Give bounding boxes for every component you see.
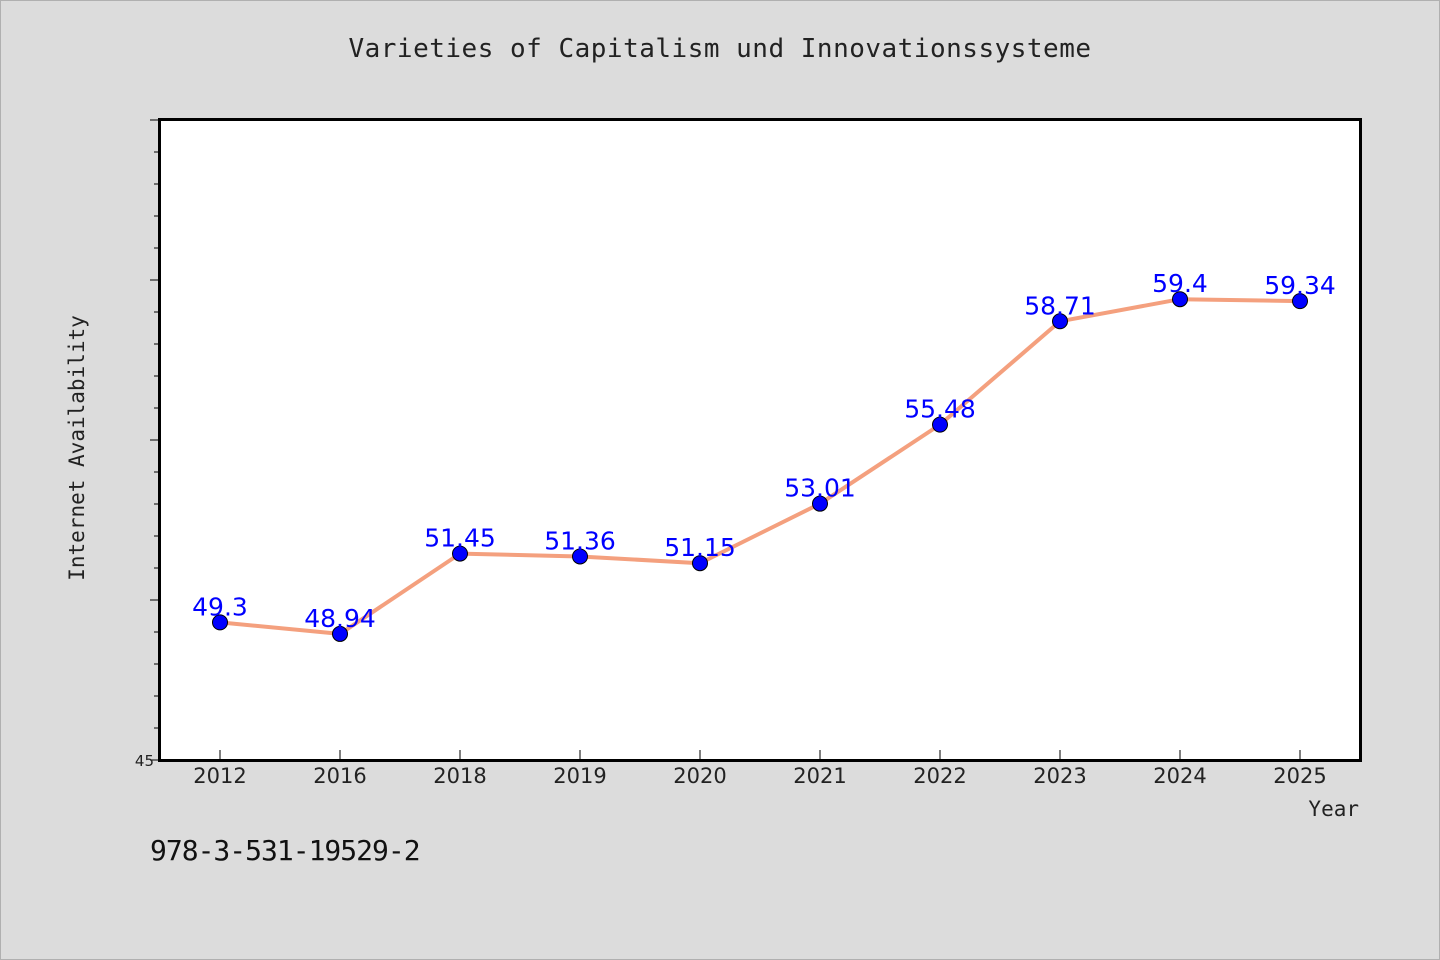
data-label: 59.4 <box>1152 269 1208 298</box>
data-label: 53.01 <box>784 474 856 503</box>
data-point <box>1292 293 1308 310</box>
data-label: 59.34 <box>1264 271 1336 300</box>
isbn-text: 978-3-531-19529-2 <box>150 834 421 867</box>
x-tick-label: 2018 <box>433 764 486 788</box>
data-label: 58.71 <box>1024 291 1096 320</box>
x-tick-label: 2016 <box>313 764 366 788</box>
x-tick-label: 2020 <box>673 764 726 788</box>
data-point <box>1172 291 1188 308</box>
y-tick-label: 45 <box>135 752 154 770</box>
data-label: 51.15 <box>664 533 736 562</box>
x-tick-label: 2023 <box>1033 764 1086 788</box>
data-point <box>932 416 948 433</box>
data-point <box>452 545 468 562</box>
chart-title: Varieties of Capitalism und Innovationss… <box>348 34 1092 64</box>
x-axis-ticks: 2012 2016 2018 2019 2020 2021 2022 2023 2024 2025 <box>193 750 1327 788</box>
data-label: 48.94 <box>304 604 376 633</box>
y-axis-ticks: 45 <box>135 119 160 770</box>
data-label: 51.36 <box>544 526 616 555</box>
data-label: 51.45 <box>424 524 496 553</box>
x-tick-label: 2022 <box>913 764 966 788</box>
x-tick-label: 2021 <box>793 764 846 788</box>
x-axis-label: Year <box>1308 797 1359 821</box>
y-axis-label: Internet Availability <box>65 315 89 581</box>
data-label: 49.3 <box>192 592 248 621</box>
data-point <box>572 548 588 565</box>
x-tick-label: 2025 <box>1273 764 1326 788</box>
data-label: 55.48 <box>904 395 976 424</box>
data-point <box>212 614 228 631</box>
x-tick-label: 2019 <box>553 764 606 788</box>
series-group: 49.3 48.94 51.45 51.36 51.15 53.01 55.48 58.71 5… <box>192 269 1336 642</box>
series-line <box>218 297 1302 636</box>
data-point <box>332 625 348 642</box>
data-point <box>692 555 708 572</box>
data-point <box>812 495 828 512</box>
x-tick-label: 2012 <box>193 764 246 788</box>
x-tick-label: 2024 <box>1153 764 1206 788</box>
data-point <box>1052 313 1068 330</box>
plot-area <box>158 118 1362 762</box>
